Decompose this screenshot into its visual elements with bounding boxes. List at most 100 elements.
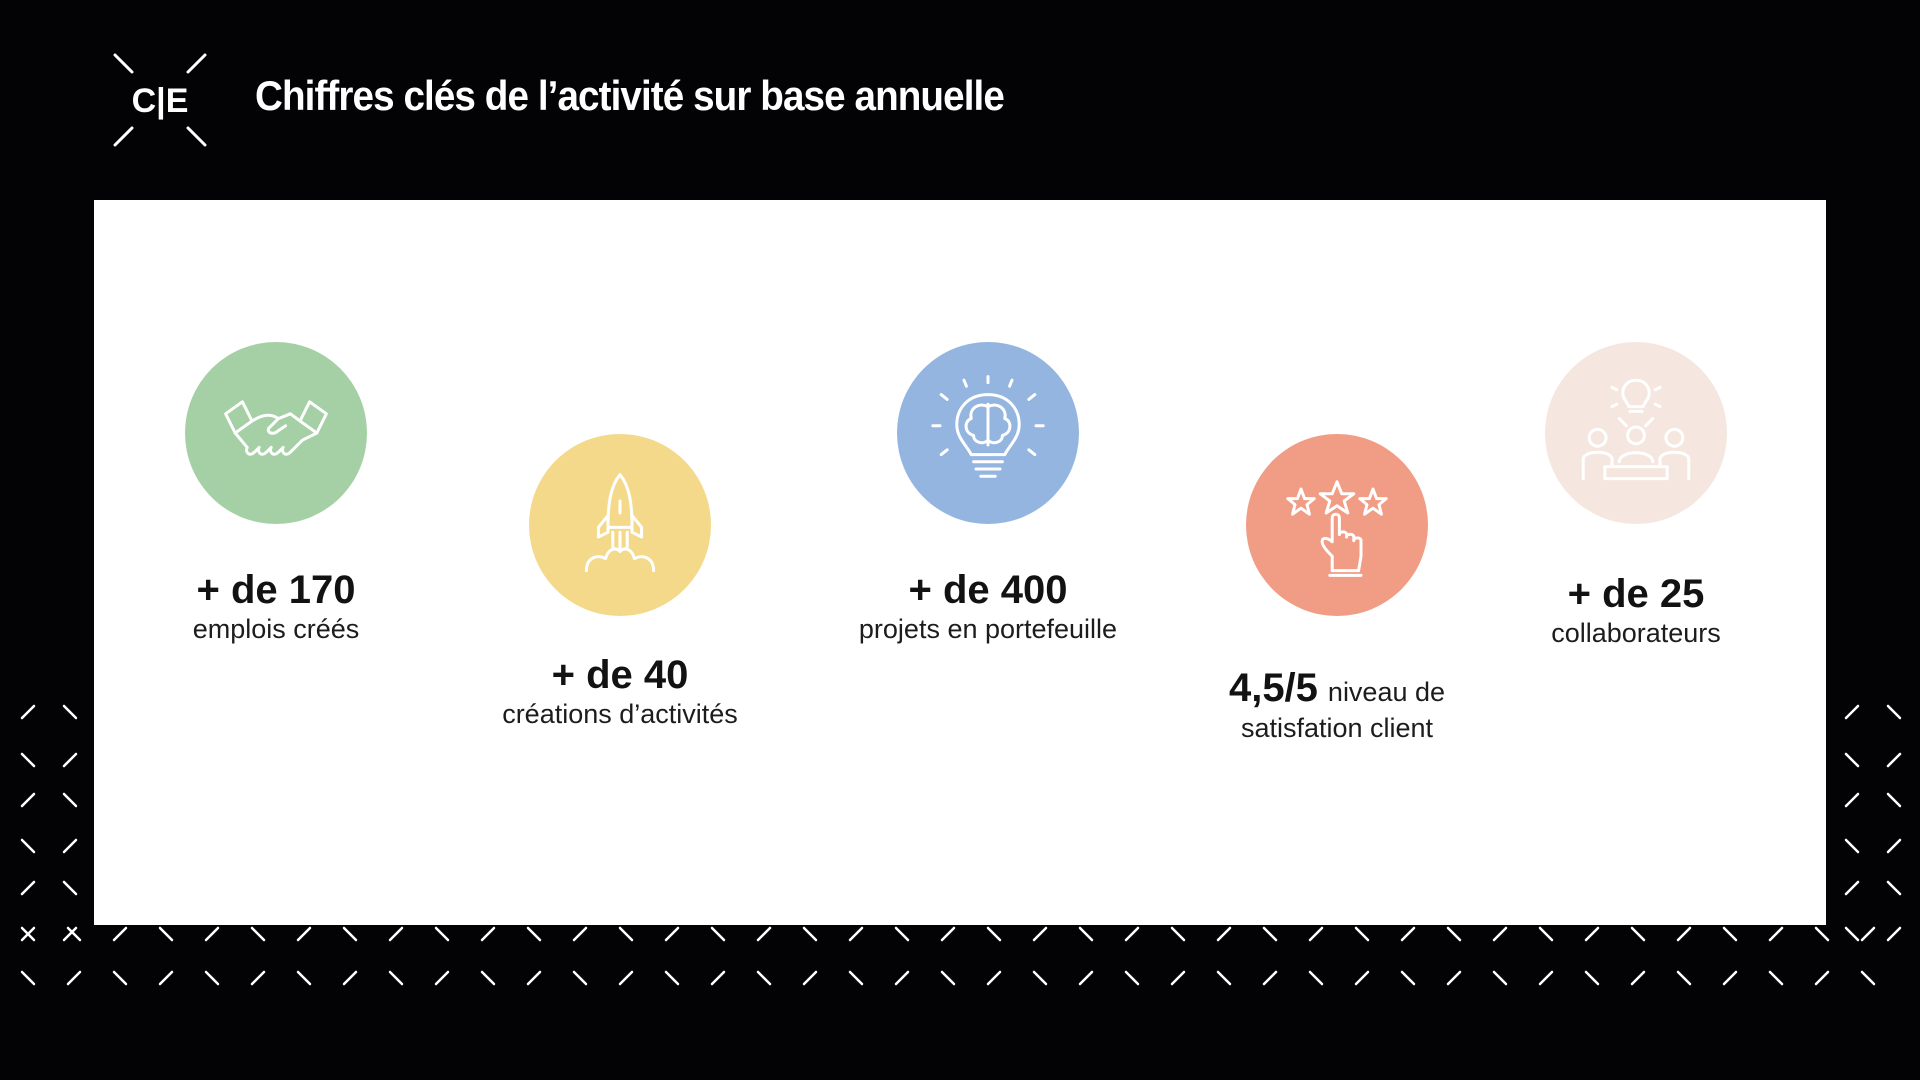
deco-slash [62,880,78,896]
deco-slash [20,970,36,986]
deco-slash [618,926,634,942]
deco-slash [1400,926,1416,942]
deco-slash [1170,926,1186,942]
deco-slash [388,926,404,942]
stat-value-satisfaction: 4,5/5 [1228,666,1318,710]
deco-slash [20,752,36,768]
deco-slash [1886,838,1902,854]
deco-slash [1676,926,1692,942]
logo: C|E [113,53,207,147]
deco-slash [1768,970,1784,986]
deco-slash [250,926,266,942]
deco-slash [940,926,956,942]
deco-slash [894,926,910,942]
stat-circle-creations [529,434,711,616]
stat-label-satisfaction: niveau de [1327,677,1446,707]
deco-slash [1492,970,1508,986]
deco-slash [1308,926,1324,942]
deco-slash [342,970,358,986]
deco-slash [1886,926,1902,942]
stat-label-jobs: emplois créés [192,614,360,644]
deco-slash [802,926,818,942]
deco-slash [1844,792,1860,808]
deco-slash [66,926,82,942]
deco-slash [1354,970,1370,986]
deco-slash [1630,970,1646,986]
deco-slash [1844,838,1860,854]
deco-slash [1308,970,1324,986]
handshake-icon [224,400,328,456]
stat-value-jobs: + de 170 [196,568,356,612]
deco-slash [1844,704,1860,720]
deco-slash [1078,926,1094,942]
stat-value-projects: + de 400 [908,568,1068,612]
deco-slash [848,926,864,942]
deco-slash [20,792,36,808]
deco-slash [664,970,680,986]
deco-slash [62,838,78,854]
deco-slash [1538,926,1554,942]
deco-slash [802,970,818,986]
deco-slash [1584,926,1600,942]
stats-panel [94,200,1826,925]
deco-slash [158,970,174,986]
deco-slash [1584,970,1600,986]
deco-slash [1538,970,1554,986]
deco-slash [20,704,36,720]
deco-slash [1354,926,1370,942]
stat-circle-satisfaction [1246,434,1428,616]
deco-slash [1446,926,1462,942]
deco-slash [158,926,174,942]
deco-slash [62,792,78,808]
deco-slash [756,926,772,942]
deco-slash [572,926,588,942]
deco-slash [1844,926,1860,942]
deco-slash [204,926,220,942]
deco-slash [1032,970,1048,986]
deco-slash [434,970,450,986]
deco-slash [480,926,496,942]
deco-slash [1400,970,1416,986]
brain-lightbulb-icon [931,375,1045,478]
deco-slash [1170,970,1186,986]
deco-slash [62,752,78,768]
deco-slash [388,970,404,986]
deco-slash [894,970,910,986]
deco-slash [1814,970,1830,986]
deco-slash [1814,926,1830,942]
deco-slash [1886,792,1902,808]
star-rating-hand-icon [1286,480,1388,577]
deco-slash [342,926,358,942]
deco-slash [1886,752,1902,768]
deco-slash [1124,926,1140,942]
deco-slash [526,926,542,942]
stat-circle-team [1545,342,1727,524]
deco-slash [1860,970,1876,986]
deco-slash [1844,880,1860,896]
deco-slash [62,926,78,942]
deco-slash [710,970,726,986]
page-title: Chiffres clés de l’activité sur base ann… [255,72,1005,119]
deco-slash [986,926,1002,942]
deco-slash [710,926,726,942]
deco-slash [1446,970,1462,986]
team-idea-icon [1581,378,1691,481]
deco-slash [940,970,956,986]
deco-slash [1492,926,1508,942]
rocket-icon [584,473,656,573]
stat-value-creations: + de 40 [551,653,689,697]
stat-label-satisfaction-2: satisfation client [1240,713,1434,743]
logo-text: C|E [132,82,189,120]
deco-slash [20,838,36,854]
deco-slash [1078,970,1094,986]
deco-slash [112,926,128,942]
deco-slash [1262,926,1278,942]
stat-value-team: + de 25 [1567,572,1705,616]
deco-slash [62,704,78,720]
deco-slash [112,970,128,986]
stat-label-projects: projets en portefeuille [858,614,1118,644]
deco-slash [1886,880,1902,896]
deco-slash [848,970,864,986]
deco-slash [1722,970,1738,986]
